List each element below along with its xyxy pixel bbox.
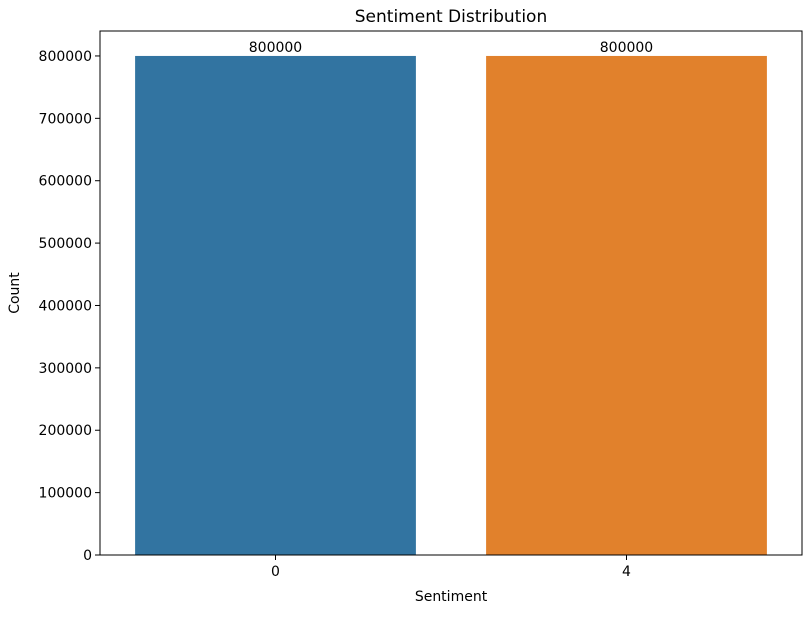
bar-4 <box>486 55 767 555</box>
y-tick-label-0: 0 <box>83 548 92 564</box>
chart-title: Sentiment Distribution <box>355 7 547 27</box>
y-tick-label-500000: 500000 <box>39 236 92 252</box>
bar-value-label-4: 800000 <box>600 40 653 56</box>
bar-value-label-0: 800000 <box>249 40 302 56</box>
y-tick-label-700000: 700000 <box>39 111 92 127</box>
y-tick-label-300000: 300000 <box>39 361 92 377</box>
y-tick-label-800000: 800000 <box>39 49 92 65</box>
plot-frame <box>99 30 803 556</box>
x-tick-label-0: 0 <box>271 564 280 580</box>
y-axis-label: Count <box>7 272 23 314</box>
data-labels-layer: 800000 800000 <box>249 40 653 56</box>
y-tick-label-200000: 200000 <box>39 423 92 439</box>
y-tick-label-400000: 400000 <box>39 298 92 314</box>
bar-0 <box>135 55 416 555</box>
y-tick-label-100000: 100000 <box>39 486 92 502</box>
x-axis-label: Sentiment <box>415 589 488 605</box>
y-axis: 0 100000 200000 300000 400000 500000 600000 700… <box>39 49 100 564</box>
x-tick-label-4: 4 <box>622 564 631 580</box>
bars-layer <box>135 55 767 555</box>
y-tick-label-600000: 600000 <box>39 174 92 190</box>
